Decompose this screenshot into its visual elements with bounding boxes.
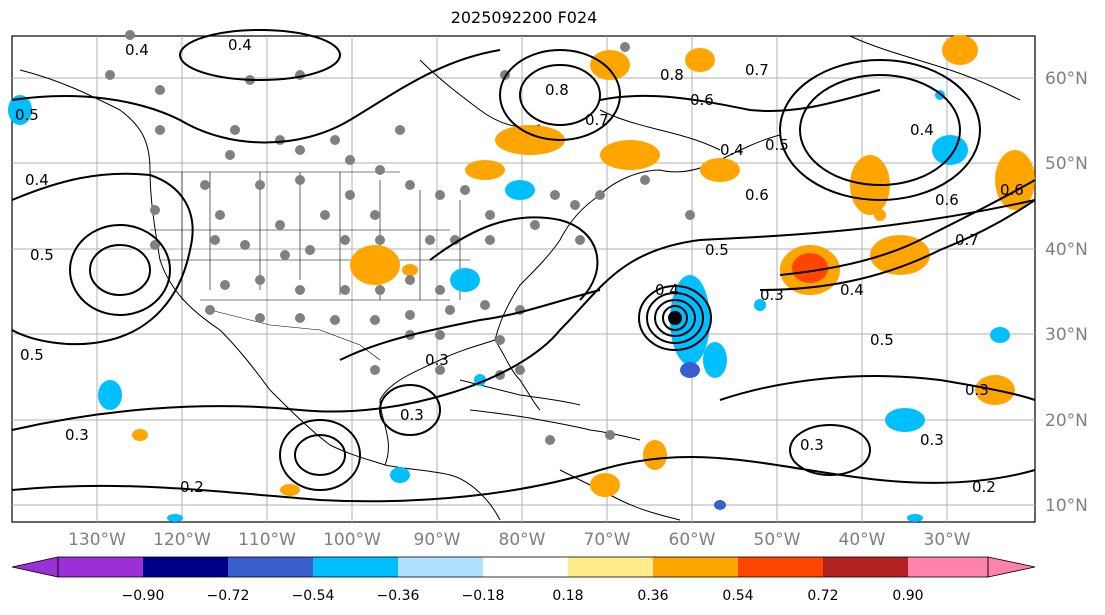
contour-label: 0.6 (1000, 181, 1024, 199)
lon-label-90w: 90°W (414, 530, 461, 550)
colorbar-segment (483, 557, 568, 577)
contour-label: 0.5 (705, 241, 729, 259)
colorbar-tick: −0.36 (377, 588, 420, 604)
contour-label: 0.5 (20, 346, 44, 364)
contour-label: 0.8 (660, 66, 684, 84)
contour-label: 0.5 (765, 136, 789, 154)
map-title: 2025092200 F024 (450, 8, 598, 27)
contour-label: 0.4 (840, 281, 864, 299)
colorbar-tick: 0.72 (807, 588, 838, 604)
lat-label-10n: 10°N (1045, 496, 1088, 516)
contour-label: 0.4 (655, 281, 679, 299)
storm-center-marker (668, 311, 682, 325)
lon-label-60w: 60°W (669, 530, 716, 550)
contour-label: 0.7 (585, 111, 609, 129)
colorbar-segment (58, 557, 143, 577)
contour-label: 0.4 (25, 171, 49, 189)
lon-label-30w: 30°W (924, 530, 971, 550)
contour-label: 0.3 (425, 351, 449, 369)
colorbar-tick: −0.90 (122, 588, 165, 604)
colorbar-outline (57, 556, 989, 578)
colorbar-segment (568, 557, 653, 577)
contour-label: 0.3 (920, 431, 944, 449)
colorbar-segment (908, 557, 988, 577)
contour-label: 0.5 (30, 246, 54, 264)
contour-label: 0.2 (972, 478, 996, 496)
latitude-axis: 60°N 50°N 40°N 30°N 20°N 10°N (1045, 69, 1088, 516)
colorbar-segment (398, 557, 483, 577)
colorbar-extend-low (11, 556, 59, 578)
contour-label: 0.8 (545, 81, 569, 99)
contour-label: 0.6 (745, 186, 769, 204)
contour-label: 0.4 (125, 41, 149, 59)
contour-label: 0.6 (690, 91, 714, 109)
lat-label-50n: 50°N (1045, 154, 1088, 174)
colorbar-tick: −0.54 (292, 588, 335, 604)
contour-label: 0.3 (800, 436, 824, 454)
contour-label: 0.3 (760, 286, 784, 304)
contour-label: 0.2 (180, 478, 204, 496)
colorbar-tick: 0.90 (892, 588, 923, 604)
lon-label-130w: 130°W (68, 530, 126, 550)
colorbar-tick: 0.18 (552, 588, 583, 604)
colorbar-segment (738, 557, 823, 577)
lon-label-40w: 40°W (839, 530, 886, 550)
contour-label: 0.4 (910, 121, 934, 139)
colorbar-segment (228, 557, 313, 577)
lon-label-120w: 120°W (153, 530, 211, 550)
contour-label-group: 0.4 0.4 0.8 0.6 0.5 0.7 0.8 0.6 0.5 0.4 … (15, 36, 1024, 496)
contour-label: 0.5 (15, 106, 39, 124)
colorbar-extend-high (987, 556, 1036, 578)
colorbar-tick: 0.54 (722, 588, 753, 604)
contour-label: 0.6 (935, 191, 959, 209)
lon-label-80w: 80°W (499, 530, 546, 550)
lon-label-100w: 100°W (323, 530, 381, 550)
longitude-axis: 130°W 120°W 110°W 100°W 90°W 80°W 70°W 6… (68, 530, 971, 550)
colorbar-segment (143, 557, 228, 577)
colorbar-tick: −0.18 (462, 588, 505, 604)
lat-label-30n: 30°N (1045, 325, 1088, 345)
contour-label: 0.4 (720, 141, 744, 159)
contour-label: 0.5 (870, 331, 894, 349)
colorbar-tick: 0.36 (637, 588, 668, 604)
lat-label-20n: 20°N (1045, 411, 1088, 431)
lon-label-50w: 50°W (754, 530, 801, 550)
colorbar-segment (653, 557, 738, 577)
contour-label: 0.3 (400, 406, 424, 424)
lat-label-60n: 60°N (1045, 69, 1088, 89)
colorbar-segment (823, 557, 908, 577)
contour-label: 0.3 (965, 381, 989, 399)
contour-label: 0.7 (745, 61, 769, 79)
colorbar-segment (313, 557, 398, 577)
contour-label: 0.7 (955, 231, 979, 249)
colorbar: −0.90 −0.72 −0.54 −0.36 −0.18 0.18 0.36 … (11, 556, 1036, 604)
contour-label: 0.3 (65, 426, 89, 444)
lon-label-70w: 70°W (584, 530, 631, 550)
lat-label-40n: 40°N (1045, 240, 1088, 260)
contour-label: 0.4 (228, 36, 252, 54)
lon-label-110w: 110°W (238, 530, 296, 550)
colorbar-tick: −0.72 (207, 588, 250, 604)
contour-lines (11, 29, 1036, 503)
